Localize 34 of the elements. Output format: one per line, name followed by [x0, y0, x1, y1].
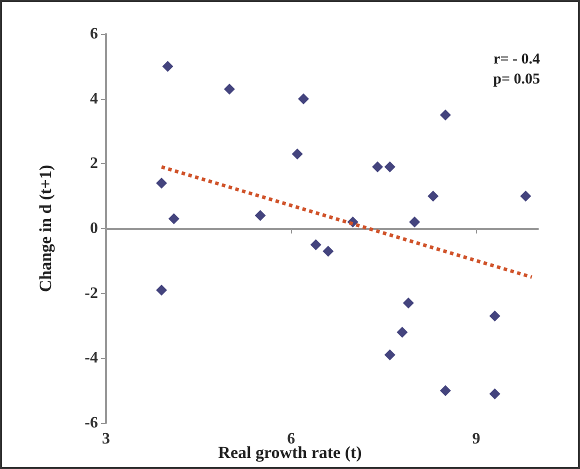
y-tick-label: 4	[90, 90, 98, 108]
point	[168, 213, 180, 224]
point	[440, 385, 451, 396]
y-tick-label: -2	[84, 284, 98, 302]
point	[162, 60, 174, 72]
point	[489, 310, 500, 322]
point	[156, 284, 168, 296]
point	[310, 239, 322, 250]
point	[384, 349, 396, 360]
point	[409, 216, 420, 228]
y-tick-label: 2	[90, 155, 98, 172]
point	[402, 298, 414, 309]
point	[396, 326, 408, 338]
point	[298, 93, 309, 104]
point	[440, 110, 451, 121]
point	[372, 161, 384, 172]
point	[428, 190, 439, 202]
x-tick-label: 9	[472, 430, 480, 448]
y-axis-title: Change in d (t+1)	[36, 164, 55, 292]
point	[384, 161, 396, 172]
y-tick-label: 0	[90, 220, 98, 237]
y-tick-label: 6	[90, 26, 98, 42]
y-tick-label: -6	[84, 414, 98, 432]
point	[520, 190, 532, 202]
point	[254, 210, 266, 222]
x-tick-label: 3	[102, 430, 110, 448]
y-tick-label: -4	[84, 350, 98, 367]
point	[292, 148, 303, 160]
point	[322, 246, 334, 257]
point	[489, 388, 500, 400]
annotation: p= 0.05	[493, 72, 540, 88]
annotation: r= - 0.4	[494, 52, 540, 68]
point	[224, 84, 235, 95]
point	[156, 178, 168, 189]
